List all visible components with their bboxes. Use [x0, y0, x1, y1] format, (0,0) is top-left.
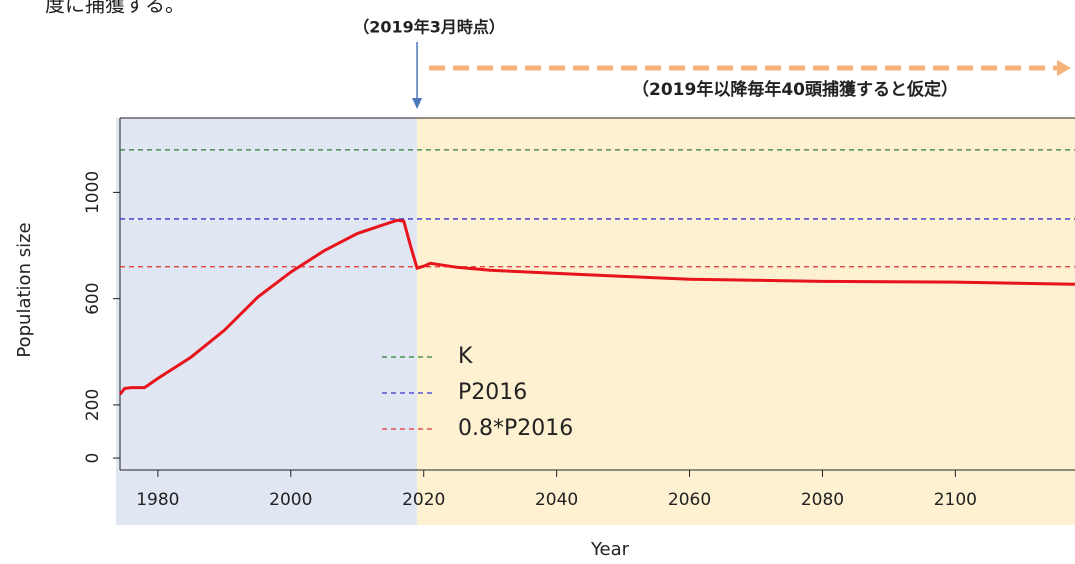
legend-label: 0.8*P2016 [458, 416, 573, 441]
projection-arrowhead [1057, 60, 1071, 76]
region-after [417, 118, 1075, 525]
x-tick-label: 2100 [934, 490, 977, 510]
legend-label: K [458, 344, 473, 369]
y-tick-label: 1000 [83, 171, 103, 214]
y-axis-label: Population size [14, 222, 35, 357]
y-tick-label: 600 [83, 282, 103, 314]
legend-label: P2016 [458, 380, 527, 405]
x-tick-label: 2080 [801, 490, 844, 510]
y-tick-label: 0 [83, 453, 103, 464]
x-axis-label: Year [590, 539, 630, 560]
annotation: （2019年以降毎年40頭捕獲すると仮定） [632, 79, 958, 100]
x-tick-label: 2020 [402, 490, 445, 510]
x-tick-label: 2040 [535, 490, 578, 510]
note: 度に捕獲する。 [45, 0, 185, 17]
x-tick-label: 2060 [668, 490, 711, 510]
population-line [118, 218, 1075, 396]
region-before [116, 118, 418, 525]
x-tick-label: 2000 [269, 490, 312, 510]
y-tick-label: 200 [83, 389, 103, 421]
annotation: （2019年3月時点） [353, 18, 505, 37]
event-arrowhead [412, 98, 423, 109]
x-tick-label: 1980 [136, 490, 179, 510]
